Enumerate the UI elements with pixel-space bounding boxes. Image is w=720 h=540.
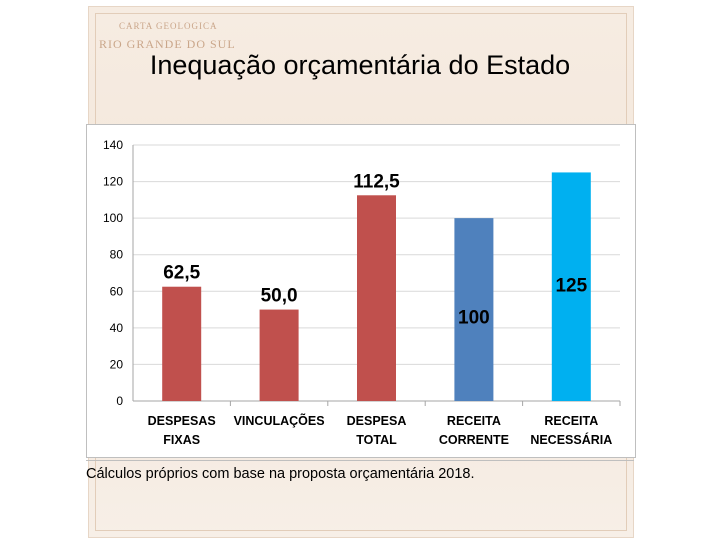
bar [551, 172, 591, 401]
y-tick-label: 80 [110, 248, 124, 262]
bar [454, 218, 494, 401]
category-label: CORRENTE [439, 433, 509, 447]
category-label: RECEITA [544, 414, 598, 428]
category-label: DESPESA [347, 414, 407, 428]
map-caption-line1: CARTA GEOLOGICA [119, 21, 218, 31]
bar [357, 195, 396, 401]
data-label: 112,5 [353, 171, 400, 192]
category-label: DESPESAS [148, 414, 216, 428]
y-tick-label: 120 [103, 175, 123, 189]
data-label: 125 [555, 276, 587, 297]
category-label: VINCULAÇÕES [234, 413, 325, 428]
category-label: NECESSÁRIA [530, 432, 612, 447]
y-tick-label: 100 [103, 211, 123, 225]
footnote-divider [86, 460, 634, 461]
bar [162, 286, 202, 401]
footnote: Cálculos próprios com base na proposta o… [86, 466, 475, 482]
slide-title: Inequação orçamentária do Estado [149, 50, 571, 80]
bar-chart: 0 20 40 60 80 100 120 140 62,5 DESPESAS FIXAS 50,0 V… [86, 124, 636, 458]
map-caption-line2: RIO GRANDE DO SUL [99, 37, 236, 51]
data-label: 50,0 [261, 286, 298, 307]
y-tick-label: 20 [110, 357, 124, 371]
y-tick-label: 140 [103, 138, 123, 152]
category-label: FIXAS [163, 433, 200, 447]
category-label: TOTAL [356, 433, 397, 447]
data-label: 62,5 [163, 263, 200, 284]
category-label: RECEITA [447, 414, 501, 428]
y-tick-label: 0 [116, 394, 123, 408]
y-tick-label: 60 [110, 284, 124, 298]
y-tick-label: 40 [110, 321, 124, 335]
bar [259, 309, 299, 401]
chart-canvas: 0 20 40 60 80 100 120 140 62,5 DESPESAS FIXAS 50,0 V… [103, 138, 621, 447]
data-label: 100 [458, 308, 490, 329]
